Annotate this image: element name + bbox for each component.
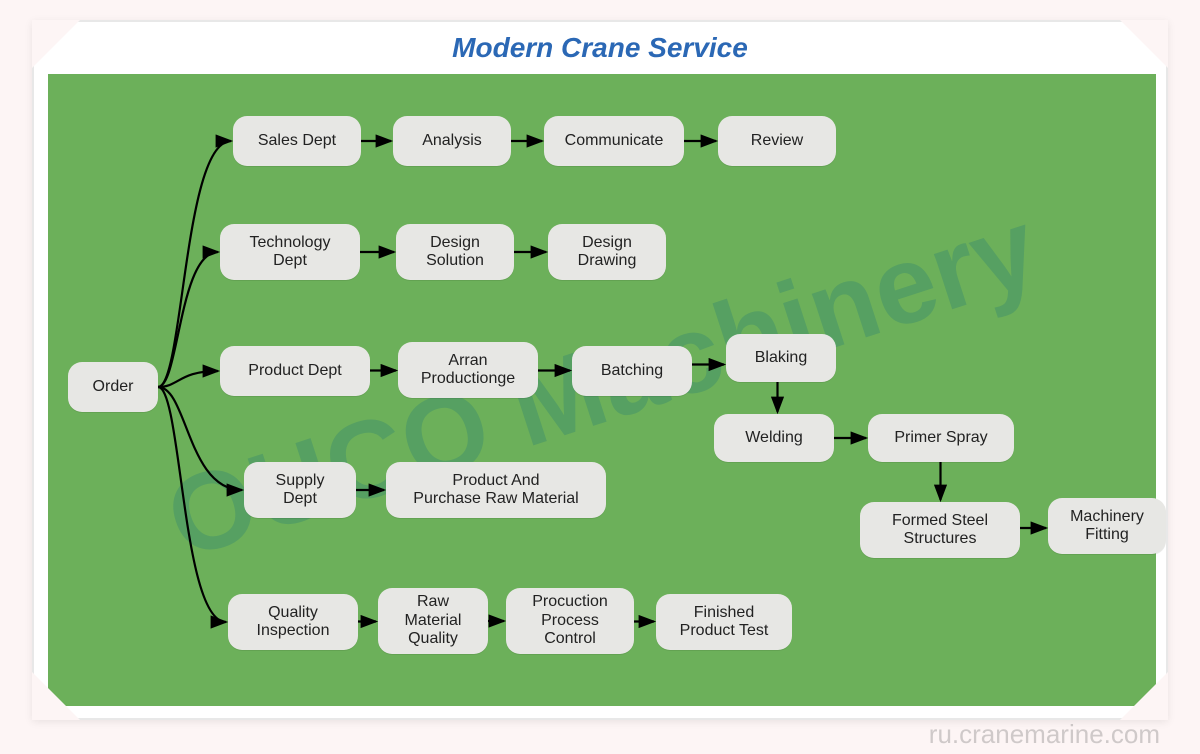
node-arran: ArranProductionge [398,342,538,398]
corner-fold [32,20,80,68]
node-rawmat: Product AndPurchase Raw Material [386,462,606,518]
corner-fold [32,672,80,720]
node-formed: Formed SteelStructures [860,502,1020,558]
node-supply: SupplyDept [244,462,356,518]
node-dsol: DesignSolution [396,224,514,280]
node-analysis: Analysis [393,116,511,166]
frame: Modern Crane Service OUCO Machinery Orde… [32,20,1168,720]
node-communicate: Communicate [544,116,684,166]
node-review: Review [718,116,836,166]
node-ddraw: DesignDrawing [548,224,666,280]
node-order: Order [68,362,158,412]
node-tech: TechnologyDept [220,224,360,280]
node-ppc: ProcuctionProcessControl [506,588,634,654]
node-qi: QualityInspection [228,594,358,650]
node-sales: Sales Dept [233,116,361,166]
page-title: Modern Crane Service [34,32,1166,64]
node-blaking: Blaking [726,334,836,382]
node-rmq: RawMaterialQuality [378,588,488,654]
site-watermark: ru.cranemarine.com [929,719,1160,750]
corner-fold [1120,672,1168,720]
node-primer: Primer Spray [868,414,1014,462]
node-welding: Welding [714,414,834,462]
corner-fold [1120,20,1168,68]
flowchart-canvas: OUCO Machinery OrderSales DeptAnalysisCo… [48,74,1156,706]
node-machfit: MachineryFitting [1048,498,1166,554]
node-fpt: FinishedProduct Test [656,594,792,650]
node-batch: Batching [572,346,692,396]
node-prod: Product Dept [220,346,370,396]
